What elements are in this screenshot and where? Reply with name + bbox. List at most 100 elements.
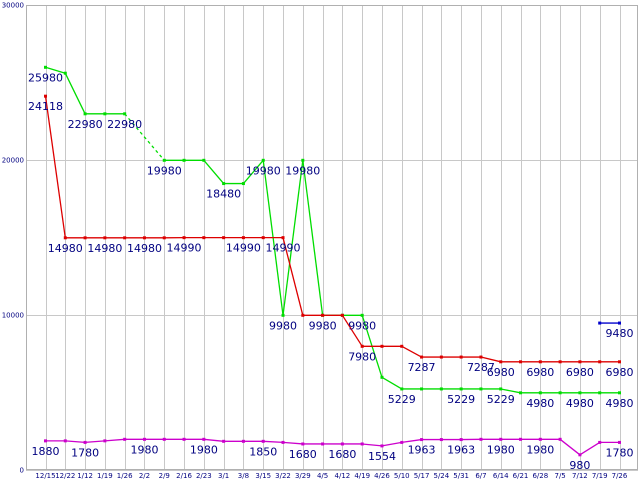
data-point [439,387,443,391]
data-point [380,344,384,348]
y-axis: 0 10000 20000 30000 [2,2,24,475]
data-label: 14990 [167,242,202,255]
data-point [321,313,325,317]
data-point [400,387,404,391]
data-point [400,344,404,348]
data-point [321,442,325,446]
x-tick-label: 5/10 [394,472,410,480]
data-point [420,387,424,391]
data-point [202,236,206,240]
data-point [301,442,305,446]
data-label: 5229 [447,393,475,406]
data-point [83,440,87,444]
x-tick-label: 6/7 [475,472,486,480]
data-point [459,355,463,359]
data-label: 5229 [487,393,515,406]
data-point [63,71,67,75]
data-label: 5229 [388,393,416,406]
data-label: 1963 [408,444,436,457]
x-tick-label: 4/26 [374,472,390,480]
x-tick-label: 2/2 [139,472,150,480]
data-point [182,437,186,441]
data-label: 14990 [266,242,301,255]
x-tick-label: 3/22 [275,472,291,480]
data-point [123,236,127,240]
data-label: 14980 [48,242,83,255]
data-point [340,313,344,317]
data-point [123,437,127,441]
x-tick-label: 4/12 [335,472,351,480]
data-label: 1680 [289,448,317,461]
data-point [162,437,166,441]
series-line-segment [282,441,303,445]
series-3 [44,437,621,457]
x-tick-label: 7/26 [612,472,628,480]
data-point [63,439,67,443]
data-point [558,391,562,395]
series-line-segment [401,438,422,444]
data-point [598,321,602,325]
x-tick-label: 2/9 [159,472,170,480]
data-label: 24118 [28,100,63,113]
plot-area-border [26,5,638,470]
data-label: 14990 [226,242,261,255]
data-point [202,437,206,441]
x-tick-label: 6/21 [513,472,529,480]
data-point [162,158,166,162]
data-label: 1980 [487,443,515,456]
x-tick-label: 1/12 [77,472,93,480]
data-point [83,236,87,240]
data-label: 4980 [566,397,594,410]
data-label: 1680 [328,448,356,461]
data-label: 4980 [526,397,554,410]
data-point [360,442,364,446]
x-tick-label: 7/19 [592,472,608,480]
x-tick-label: 3/1 [218,472,229,480]
data-point [360,313,364,317]
data-point [538,360,542,364]
data-label: 22980 [107,118,142,131]
data-label: 6980 [526,366,554,379]
data-point [202,158,206,162]
data-label: 25980 [28,71,63,84]
series-line-segment [381,376,403,390]
x-tick-label: 5/17 [414,472,430,480]
data-label: 14980 [127,242,162,255]
x-tick-label: 6/28 [532,472,548,480]
series-line-segment [362,443,383,447]
data-point [44,439,47,443]
data-point [142,236,146,240]
data-point [618,440,621,444]
data-point [519,391,523,395]
data-point [281,440,285,444]
y-tick-label: 30000 [2,2,24,10]
data-label: 7287 [467,361,495,374]
data-point [499,437,503,441]
series-line-segment [242,159,264,184]
data-point [618,360,621,364]
series-line-gap [124,113,165,161]
data-label: 4980 [606,397,634,410]
data-point [420,438,424,442]
data-point [479,387,483,391]
y-tick-label: 10000 [2,312,24,320]
series-line-segment [401,345,422,358]
series-line-segment [381,441,402,447]
data-point [241,236,245,240]
data-point [340,442,344,446]
data-point [598,440,602,444]
series-group [44,65,621,457]
series-line-segment [282,237,304,316]
data-point [123,112,127,116]
series-line-segment [302,160,324,316]
series-line-segment [85,440,105,444]
data-point [301,158,305,162]
x-tick-label: 6/14 [493,472,509,480]
data-point [261,158,265,162]
data-label: 14980 [87,242,122,255]
x-tick-label: 2/16 [176,472,192,480]
x-tick-label: 4/5 [317,472,328,480]
data-label: 7287 [408,361,436,374]
data-point [618,391,621,395]
